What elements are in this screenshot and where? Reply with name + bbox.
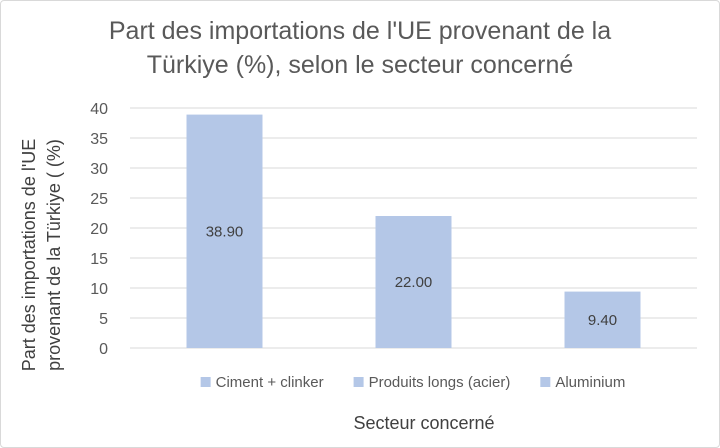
y-tick-label: 20 bbox=[90, 221, 108, 238]
legend-swatch bbox=[200, 377, 211, 387]
bars bbox=[186, 114, 641, 348]
y-tick-label: 25 bbox=[90, 191, 108, 208]
y-tick-label: 10 bbox=[90, 281, 108, 298]
y-tick-label: 40 bbox=[90, 101, 108, 118]
legend-swatch bbox=[353, 377, 364, 387]
chart-title: Part des importations de l'UE provenant … bbox=[0, 14, 720, 82]
legend-label: Produits longs (acier) bbox=[369, 374, 511, 391]
data-label: 38.90 bbox=[206, 223, 244, 240]
legend-item: Ciment + clinker bbox=[200, 374, 324, 391]
y-axis-title-line-2: provenant de la Türkiye ( (%) bbox=[44, 139, 64, 371]
legend-label: Aluminium bbox=[555, 374, 625, 391]
data-label: 9.40 bbox=[588, 312, 617, 329]
x-axis-title: Secteur concerné bbox=[353, 413, 494, 433]
legend-item: Aluminium bbox=[540, 374, 625, 391]
y-tick-label: 15 bbox=[90, 251, 108, 268]
y-tick-label: 35 bbox=[90, 131, 108, 148]
bar bbox=[564, 291, 641, 348]
bar bbox=[375, 216, 452, 348]
legend-item: Produits longs (acier) bbox=[353, 374, 511, 391]
y-tick-label: 5 bbox=[99, 311, 108, 328]
data-label: 22.00 bbox=[395, 274, 433, 291]
legend: Ciment + clinker Produits longs (acier) Al… bbox=[200, 374, 625, 391]
legend-label: Ciment + clinker bbox=[216, 374, 324, 391]
bar bbox=[186, 114, 263, 348]
y-axis-ticks: 0 5 10 15 20 25 30 35 40 bbox=[90, 101, 108, 358]
y-tick-label: 0 bbox=[99, 341, 108, 358]
data-labels: 38.90 22.00 9.40 bbox=[206, 223, 617, 328]
chart-title-line-2: Türkiye (%), selon le secteur concerné bbox=[146, 51, 574, 79]
y-axis-title-line-1: Part des importations de l'UE bbox=[19, 139, 39, 372]
chart-title-line-1: Part des importations de l'UE provenant … bbox=[108, 17, 612, 45]
y-tick-label: 30 bbox=[90, 161, 108, 178]
legend-swatch bbox=[540, 377, 551, 387]
